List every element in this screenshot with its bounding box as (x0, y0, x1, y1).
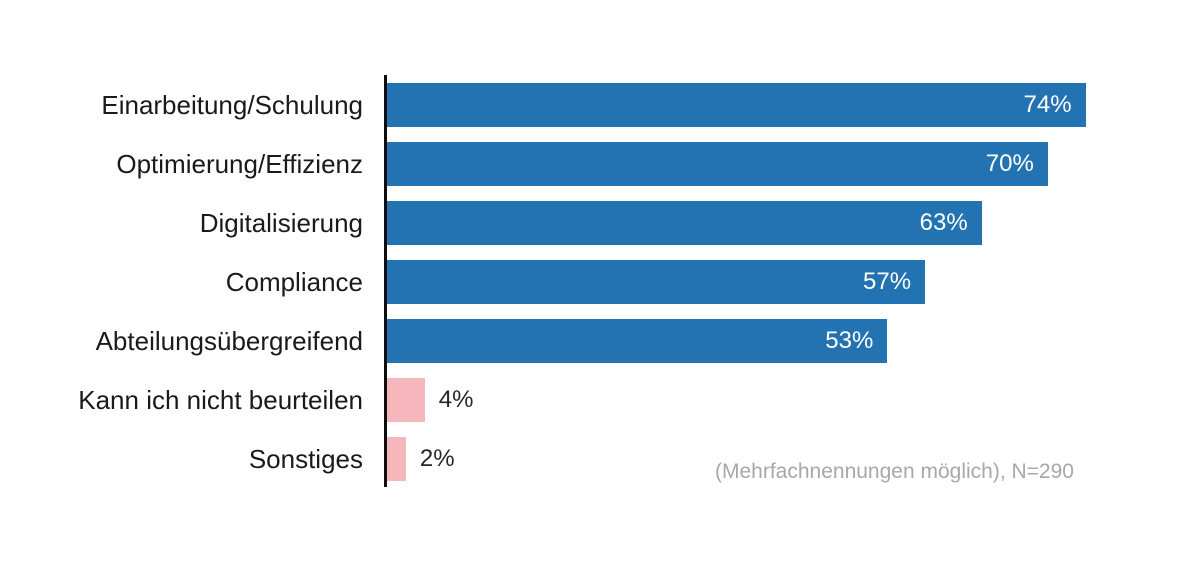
value-label: 63% (919, 209, 968, 236)
category-label: Digitalisierung (199, 207, 363, 238)
bar-major: 74% (387, 83, 1086, 127)
bar-minor (387, 437, 406, 481)
bar-major: 53% (387, 319, 888, 363)
category-label: Einarbeitung/Schulung (101, 89, 363, 120)
bar-major: 70% (387, 142, 1048, 186)
value-label: 53% (825, 327, 874, 354)
chart-row: Sonstiges 2% (0, 437, 1193, 481)
value-label: 2% (419, 445, 455, 472)
bar-minor (387, 378, 425, 422)
value-label: 70% (985, 150, 1034, 177)
value-label: 4% (438, 386, 474, 413)
chart-row: Kann ich nicht beurteilen 4% (0, 378, 1193, 422)
value-label: 74% (1023, 91, 1072, 118)
chart-row: Digitalisierung 63% (0, 201, 1193, 245)
category-label: Optimierung/Effizienz (116, 148, 363, 179)
category-label: Sonstiges (248, 443, 363, 474)
chart-row: Optimierung/Effizienz 70% (0, 142, 1193, 186)
category-label: Kann ich nicht beurteilen (78, 384, 363, 415)
bar-major: 63% (387, 201, 982, 245)
chart-row: Compliance 57% (0, 260, 1193, 304)
value-label: 57% (863, 268, 912, 295)
chart-row: Einarbeitung/Schulung 74% (0, 83, 1193, 127)
y-axis-line (384, 75, 387, 487)
bar-major: 57% (387, 260, 926, 304)
chart-annotation: (Mehrfachnennungen möglich), N=290 (715, 460, 1074, 483)
category-label: Compliance (225, 266, 363, 297)
chart-row: Abteilungsübergreifend 53% (0, 319, 1193, 363)
category-label: Abteilungsübergreifend (95, 325, 363, 356)
